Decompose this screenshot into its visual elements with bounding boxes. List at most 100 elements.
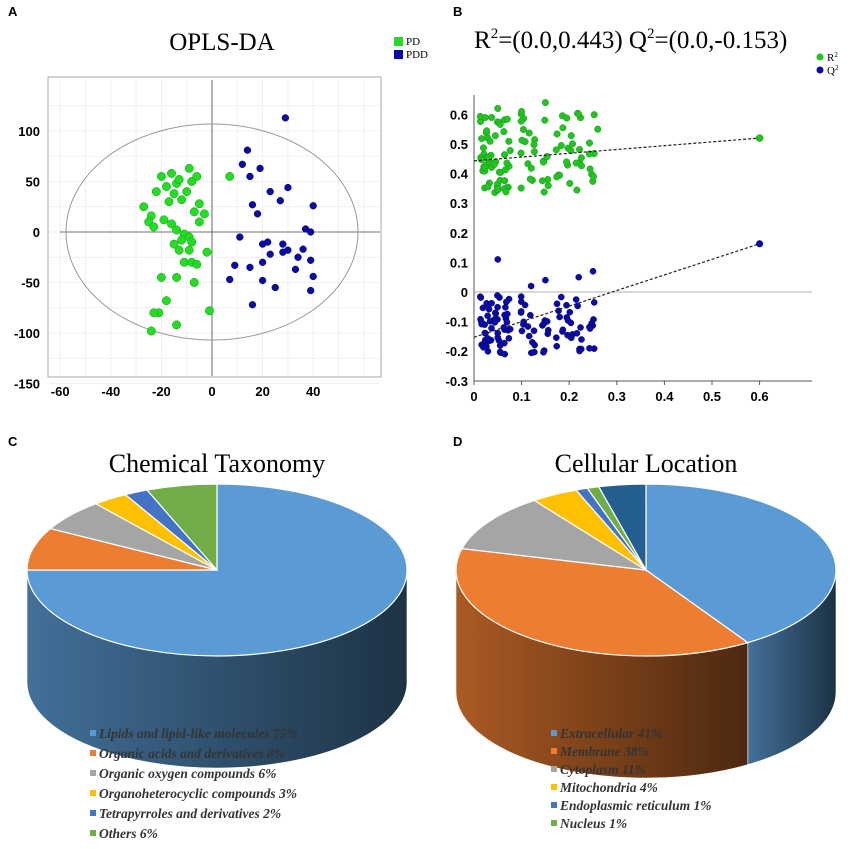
pdd-point bbox=[294, 253, 302, 261]
perm-x-tick-label: 0.1 bbox=[513, 389, 531, 404]
r2-point bbox=[541, 116, 549, 124]
r2-point bbox=[594, 125, 602, 133]
q2-point bbox=[531, 348, 538, 356]
r2-point bbox=[506, 147, 514, 155]
q2-point bbox=[491, 319, 499, 326]
perm-y-tick-label: -0.3 bbox=[446, 374, 468, 389]
legend-q2-dot bbox=[816, 66, 824, 74]
r2-original-point bbox=[755, 134, 764, 142]
q2-point bbox=[586, 325, 594, 332]
r2-point bbox=[481, 114, 489, 122]
pd-point bbox=[187, 237, 197, 247]
pd-point bbox=[194, 199, 204, 209]
legend-swatch bbox=[551, 820, 557, 826]
opls-y-tick-label: -50 bbox=[21, 276, 40, 291]
pd-point bbox=[151, 187, 161, 197]
legend-swatch bbox=[90, 730, 96, 736]
legend-label: Organic acids and derivatives 8% bbox=[99, 746, 285, 761]
q2-point bbox=[573, 330, 581, 337]
q2-point bbox=[527, 311, 534, 319]
q2-point bbox=[494, 303, 501, 311]
pd-point bbox=[139, 202, 149, 212]
panel-letter-b: B bbox=[453, 4, 462, 19]
legend-label: Tetrapyrroles and derivatives 2% bbox=[99, 806, 281, 821]
perm-x-tick-label: 0.4 bbox=[655, 389, 674, 404]
pd-point bbox=[172, 225, 182, 235]
r2-point bbox=[576, 146, 584, 154]
perm-x-tick-label: 0.5 bbox=[703, 389, 721, 404]
pd-point bbox=[194, 217, 204, 227]
q2-point bbox=[530, 327, 538, 335]
chemical-taxonomy-legend: Lipids and lipid-like molecules 75% Organ… bbox=[90, 726, 298, 841]
r2-point bbox=[544, 182, 552, 190]
pd-point bbox=[202, 247, 212, 257]
perm-y-tick-label: 0.5 bbox=[450, 137, 468, 152]
pd-point bbox=[177, 235, 187, 245]
r2-point bbox=[527, 164, 535, 172]
permutation-panel: R2=(0.0,0.443) Q2=(0.0,-0.153) R2 Q2 -0.… bbox=[446, 26, 839, 404]
r2-point bbox=[494, 104, 502, 112]
r2-point bbox=[568, 140, 576, 148]
q2-point bbox=[590, 316, 597, 323]
pdd-point bbox=[246, 263, 254, 272]
opls-x-tick-label: -60 bbox=[51, 384, 70, 399]
pd-point bbox=[184, 163, 194, 173]
permutation-axes: -0.3 -0.2 -0.1 0 0.1 0.2 0.3 0.4 0.5 0.6 0 0.1 0.2 0.… bbox=[446, 95, 812, 404]
q2-point bbox=[501, 350, 509, 358]
r2-point bbox=[479, 144, 487, 152]
q2-regression-line bbox=[473, 243, 760, 338]
r2-point bbox=[494, 185, 502, 193]
r2-point bbox=[557, 142, 565, 150]
q2-point bbox=[576, 347, 583, 355]
r2-point bbox=[567, 147, 575, 155]
legend-q2-label: Q2 bbox=[827, 64, 839, 77]
cellular-location-pie bbox=[455, 483, 837, 779]
r2-point bbox=[530, 148, 538, 156]
pdd-point bbox=[307, 228, 315, 236]
pie-slice bbox=[645, 483, 837, 644]
perm-x-tick-label: 0.3 bbox=[608, 389, 626, 404]
q2-point bbox=[525, 332, 533, 340]
r2-point bbox=[500, 128, 508, 136]
r2-point bbox=[577, 154, 585, 162]
pdd-point bbox=[248, 301, 257, 309]
opls-y-tick-label: 0 bbox=[33, 225, 40, 240]
q2-point bbox=[481, 329, 489, 337]
pd-point bbox=[192, 172, 202, 181]
legend-swatch bbox=[90, 830, 96, 836]
q2-point bbox=[501, 339, 508, 347]
legend-pd-swatch bbox=[394, 37, 403, 46]
q2-point bbox=[540, 348, 547, 356]
r2-point bbox=[518, 107, 526, 115]
pd-point bbox=[146, 326, 156, 336]
pd-point bbox=[205, 306, 214, 316]
pie-slice bbox=[597, 483, 647, 573]
opls-da-title: OPLS-DA bbox=[169, 29, 275, 56]
pd-point bbox=[189, 278, 199, 287]
perm-y-tick-label: -0.1 bbox=[446, 315, 468, 330]
pdd-point bbox=[279, 240, 287, 248]
perm-y-tick-label: 0.2 bbox=[450, 226, 468, 241]
legend-label: Lipids and lipid-like molecules 75% bbox=[98, 726, 298, 741]
r2-point bbox=[563, 158, 571, 166]
pdd-point bbox=[266, 187, 274, 196]
pdd-point bbox=[246, 172, 254, 181]
pdd-point bbox=[258, 276, 267, 285]
q2-point bbox=[483, 343, 490, 350]
q2-point bbox=[488, 324, 495, 332]
q2-point bbox=[527, 282, 535, 290]
q2-point bbox=[586, 344, 593, 352]
q2-point bbox=[559, 326, 567, 334]
r2-point bbox=[585, 139, 593, 147]
q2-point bbox=[575, 273, 583, 281]
pdd-point bbox=[248, 201, 257, 209]
opls-y-tick-label: 50 bbox=[26, 175, 40, 190]
r2-point bbox=[488, 114, 496, 122]
pdd-point bbox=[307, 286, 315, 295]
pd-point bbox=[189, 207, 199, 217]
q2-point bbox=[488, 299, 495, 307]
pd-point bbox=[162, 182, 171, 192]
q2-point bbox=[503, 318, 511, 326]
q2-point bbox=[543, 318, 551, 325]
panel-letter-c: C bbox=[8, 434, 18, 449]
